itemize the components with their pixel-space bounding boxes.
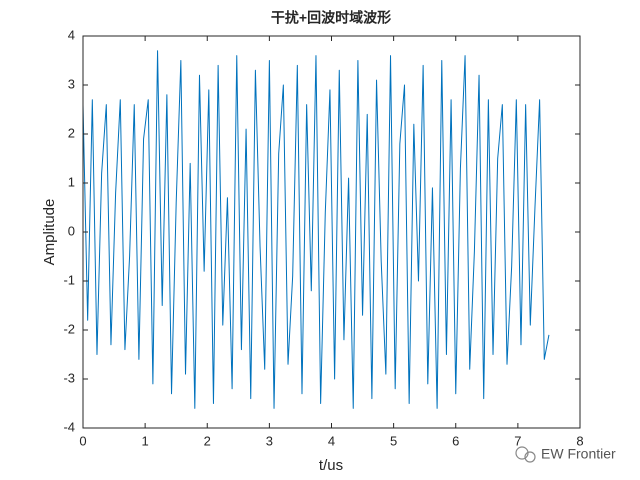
x-tick-label: 3	[266, 433, 273, 448]
watermark-text: EW Frontier	[541, 446, 616, 462]
y-tick-label: 4	[68, 27, 75, 42]
y-tick-label: 3	[68, 76, 75, 91]
y-tick-label: 0	[68, 223, 75, 238]
x-tick-label: 5	[390, 433, 397, 448]
x-axis-label: t/us	[319, 457, 343, 474]
x-tick-label: 2	[204, 433, 211, 448]
y-tick-label: -2	[63, 321, 75, 336]
y-tick-label: -3	[63, 370, 75, 385]
chart-title: 干扰+回波时域波形	[271, 10, 391, 26]
y-axis-label: Amplitude	[41, 199, 58, 266]
watermark-icon	[524, 451, 536, 463]
x-tick-label: 8	[576, 433, 583, 448]
y-tick-label: 2	[68, 125, 75, 140]
x-tick-label: 0	[79, 433, 86, 448]
y-tick-label: -1	[63, 272, 75, 287]
x-tick-label: 6	[452, 433, 459, 448]
signal-line	[82, 50, 550, 409]
y-tick-label: -4	[63, 419, 75, 434]
y-tick-label: 1	[68, 174, 75, 189]
watermark: EW Frontier	[515, 446, 616, 463]
x-tick-label: 1	[142, 433, 149, 448]
x-tick-label: 7	[514, 433, 521, 448]
x-tick-label: 4	[328, 433, 335, 448]
